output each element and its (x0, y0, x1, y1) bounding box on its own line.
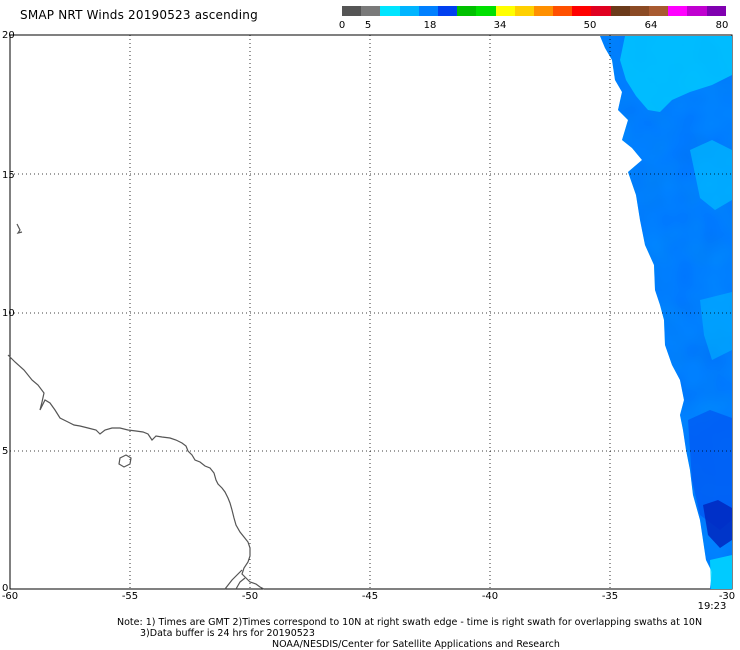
y-tick-10n: 10 (2, 308, 15, 319)
note-line-2: 3)Data buffer is 24 hrs for 20190523 (140, 628, 315, 639)
colorbar-segment (533, 6, 554, 16)
x-tick-35w: -35 (602, 591, 618, 602)
note-line-1: Note: 1) Times are GMT 2)Times correspon… (117, 617, 703, 628)
colorbar-label-80: 80 (715, 20, 729, 31)
colorbar-segment (706, 6, 726, 16)
coast-inlet-2 (235, 577, 246, 590)
map-title: SMAP NRT Winds 20190523 ascending (20, 8, 258, 22)
colorbar-label-34: 34 (493, 20, 507, 31)
colorbar-segment (514, 6, 534, 16)
small-island-caribbean (16, 223, 23, 234)
wind-speed-colorbar (342, 6, 726, 16)
colorbar-label-5: 5 (364, 20, 372, 31)
colorbar-segment (457, 6, 477, 16)
swath-bottom-cyan (710, 555, 732, 589)
y-tick-20n: 20 (2, 30, 15, 41)
island-marajo (118, 454, 132, 468)
colorbar-segment (418, 6, 438, 16)
colorbar-segment (380, 6, 400, 16)
colorbar-segment (342, 6, 362, 16)
swath-light-strip (700, 292, 732, 360)
y-tick-0n: 0 (2, 583, 8, 594)
colorbar-segment (591, 6, 611, 16)
swath-darkest-core (703, 500, 732, 548)
colorbar-segment (649, 6, 669, 16)
note-line-3: NOAA/NESDIS/Center for Satellite Applica… (272, 639, 560, 650)
y-tick-5n: 5 (2, 446, 8, 457)
swath-light-region (620, 36, 732, 112)
y-tick-15n: 15 (2, 170, 15, 181)
plot-frame (9, 34, 733, 590)
colorbar-segment (553, 6, 573, 16)
colorbar-segment (399, 6, 419, 16)
south-america-coast (7, 354, 265, 590)
colorbar-segment (495, 6, 515, 16)
x-tick-60w: -60 (2, 591, 18, 602)
coastline (7, 223, 265, 590)
pass-time-label: 19:23 (698, 601, 727, 612)
axis-labels: -60 -55 -50 -45 -40 -35 -30 0 5 10 15 20… (2, 30, 735, 612)
x-tick-30w: -30 (719, 591, 735, 602)
colorbar-label-64: 64 (644, 20, 658, 31)
colorbar-segment (687, 6, 707, 16)
colorbar-segment (361, 6, 381, 16)
colorbar-segment (610, 6, 630, 16)
x-tick-50w: -50 (242, 591, 258, 602)
swath-light-patch (690, 140, 732, 210)
colorbar-segment (572, 6, 592, 16)
colorbar-segment (629, 6, 649, 16)
x-tick-40w: -40 (482, 591, 498, 602)
colorbar-segment (476, 6, 496, 16)
colorbar-segment (437, 6, 458, 16)
graticule (10, 35, 732, 589)
colorbar-label-18: 18 (423, 20, 437, 31)
x-tick-55w: -55 (122, 591, 138, 602)
swath-deep-region (688, 410, 732, 530)
coast-inlet (224, 569, 243, 590)
colorbar-segment (668, 6, 688, 16)
x-tick-45w: -45 (362, 591, 378, 602)
colorbar-label-50: 50 (583, 20, 597, 31)
colorbar-label-0: 0 (338, 20, 346, 31)
